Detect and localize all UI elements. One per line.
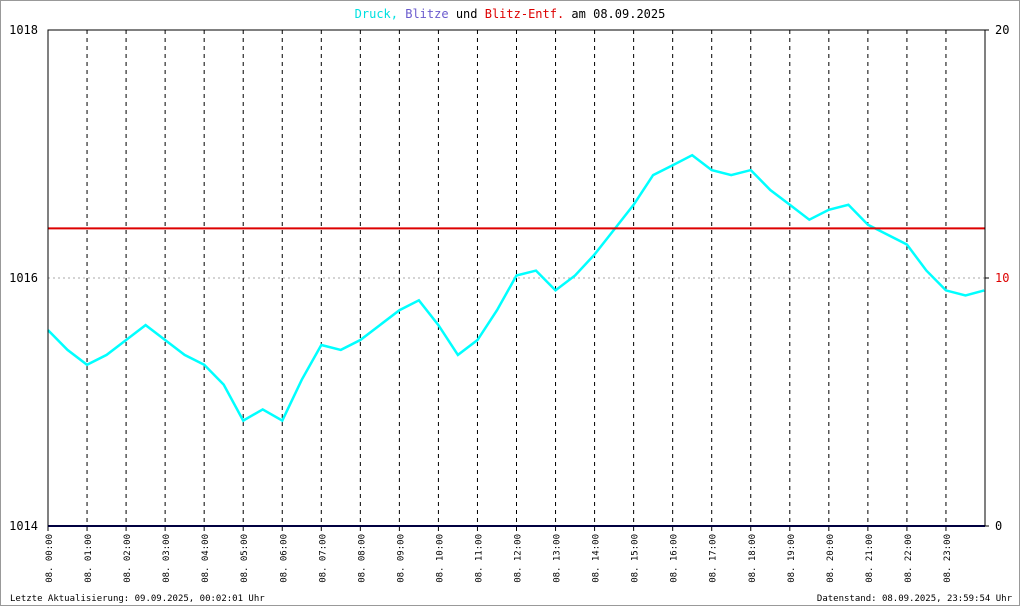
y-tick-label: 1014 <box>9 519 38 533</box>
x-tick-label: 08. 01:00 <box>84 534 94 583</box>
title-part: und <box>456 7 485 21</box>
x-tick-label: 08. 20:00 <box>826 534 836 583</box>
title-part: Blitze <box>405 7 456 21</box>
title-part: am 08.09.2025 <box>571 7 665 21</box>
x-tick-label: 08. 22:00 <box>904 534 914 583</box>
x-tick-label: 08. 18:00 <box>748 534 758 583</box>
x-tick-label: 08. 17:00 <box>709 534 719 583</box>
x-tick-label: 08. 09:00 <box>396 534 406 583</box>
y2-tick-label: 20 <box>995 23 1009 37</box>
x-tick-label: 08. 14:00 <box>592 534 602 583</box>
footer-left: Letzte Aktualisierung: 09.09.2025, 00:02… <box>10 594 265 604</box>
x-tick-label: 08. 21:00 <box>865 534 875 583</box>
x-tick-label: 08. 15:00 <box>631 534 641 583</box>
x-tick-label: 08. 11:00 <box>474 534 484 583</box>
series-line <box>47 153 985 423</box>
x-tick-label: 08. 16:00 <box>670 534 680 583</box>
plot-frame <box>47 29 986 527</box>
x-tick-label: 08. 05:00 <box>240 534 250 583</box>
x-tick-label: 08. 03:00 <box>162 534 172 583</box>
x-tick-label: 08. 07:00 <box>318 534 328 583</box>
x-tick-label: 08. 23:00 <box>943 534 953 583</box>
x-tick-label: 08. 06:00 <box>279 534 289 583</box>
x-tick-label: 08. 19:00 <box>787 534 797 583</box>
x-tick-label: 08. 12:00 <box>514 534 524 583</box>
title-part: Druck, <box>355 7 406 21</box>
title-part: Blitz-Entf. <box>485 7 572 21</box>
chart-title: Druck, Blitze und Blitz-Entf. am 08.09.2… <box>355 7 666 21</box>
footer-right: Datenstand: 08.09.2025, 23:59:54 Uhr <box>817 594 1013 604</box>
x-tick-label: 08. 10:00 <box>435 534 445 583</box>
x-tick-label: 08. 13:00 <box>553 534 563 583</box>
y-tick-label: 1018 <box>9 23 38 37</box>
x-tick-label: 08. 04:00 <box>201 534 211 583</box>
y-tick-label: 1016 <box>9 271 38 285</box>
y2-tick-label: 10 <box>995 271 1009 285</box>
x-tick-label: 08. 00:00 <box>45 534 55 583</box>
x-tick-label: 08. 02:00 <box>123 534 133 583</box>
y2-tick-label: 0 <box>995 519 1002 533</box>
x-tick-label: 08. 08:00 <box>357 534 367 583</box>
